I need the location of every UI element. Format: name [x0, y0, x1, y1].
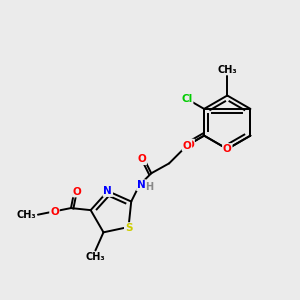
Text: CH₃: CH₃	[218, 65, 237, 75]
Text: S: S	[125, 223, 132, 233]
Text: O: O	[223, 144, 232, 154]
Text: O: O	[183, 140, 191, 151]
Text: O: O	[50, 207, 59, 218]
Text: O: O	[137, 154, 146, 164]
Text: CH₃: CH₃	[85, 252, 105, 262]
Text: N: N	[137, 180, 146, 190]
Text: Cl: Cl	[181, 94, 193, 104]
Text: N: N	[103, 186, 112, 196]
Text: O: O	[185, 140, 194, 150]
Text: H: H	[145, 182, 153, 192]
Text: O: O	[73, 187, 82, 196]
Text: CH₃: CH₃	[16, 210, 36, 220]
